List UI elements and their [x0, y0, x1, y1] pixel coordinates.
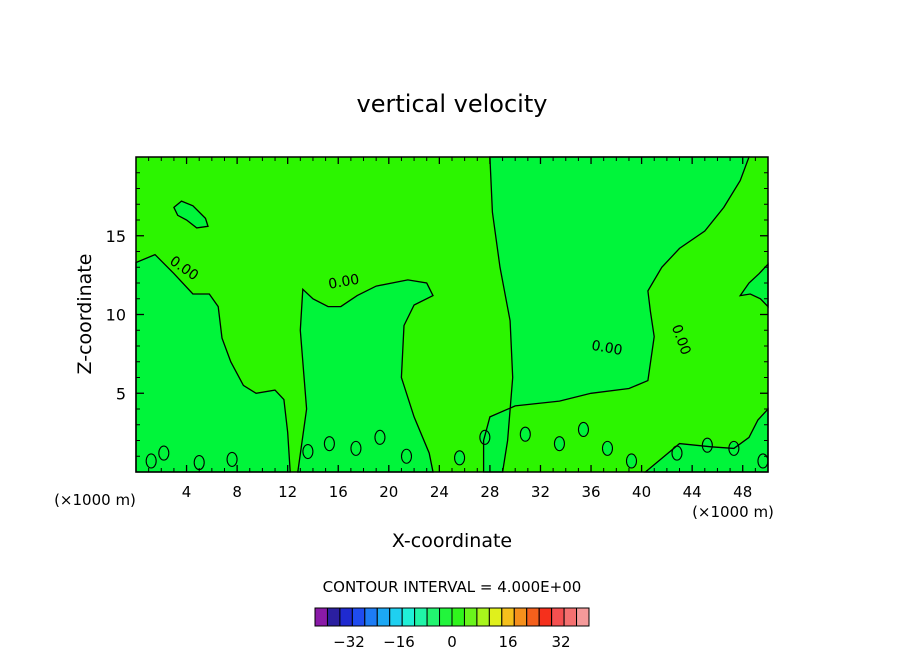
colorbar-swatch — [538, 607, 553, 627]
x-tick-label: 12 — [278, 483, 297, 501]
colorbar-tick-label: 32 — [551, 633, 570, 651]
chart-title: vertical velocity — [357, 90, 548, 118]
surface-cell — [519, 426, 531, 442]
colorbar-swatch — [451, 607, 465, 627]
colorbar-swatch — [426, 607, 441, 627]
negative-region — [297, 279, 433, 472]
y-tick-label: 15 — [106, 227, 126, 246]
x-unit-right: (×1000 m) — [692, 503, 774, 521]
zero-contour-lines — [135, 156, 769, 473]
colorbar-tick-label: −16 — [383, 633, 415, 651]
y-axis-ticks: 5 10 15 — [106, 172, 768, 457]
contour-label: 0.00 — [327, 272, 360, 293]
surface-cell — [145, 453, 157, 469]
surface-cell — [350, 440, 362, 456]
surface-cell — [553, 436, 565, 452]
surface-cell — [625, 453, 638, 469]
colorbar-swatch — [551, 607, 565, 627]
colorbar-swatch — [376, 607, 391, 627]
colorbar-swatch — [563, 607, 578, 627]
colorbar-swatch — [351, 607, 366, 627]
surface-cell — [400, 448, 413, 464]
colorbar-swatch — [488, 607, 503, 627]
x-unit-left: (×1000 m) — [54, 491, 136, 509]
negative-region — [136, 254, 291, 472]
negative-region — [173, 201, 208, 228]
y-tick-label: 10 — [106, 306, 126, 325]
contour-fill-layer — [136, 157, 769, 472]
y-axis-label: Z-coordinate — [74, 254, 96, 375]
x-tick-label: 20 — [379, 483, 398, 501]
colorbar-swatch — [401, 607, 416, 627]
surface-cell — [374, 429, 386, 445]
surface-cell — [158, 445, 170, 461]
colorbar-tick-labels: −32 −16 0 16 32 — [333, 633, 570, 651]
x-axis-ticks: 4 8 12 16 20 24 28 32 36 40 44 48 — [148, 157, 756, 501]
colorbar-swatch — [414, 607, 428, 627]
colorbar-swatch — [339, 607, 353, 627]
x-tick-label: 16 — [329, 483, 348, 501]
colorbar-swatch — [476, 607, 490, 627]
colorbar — [314, 607, 590, 627]
negative-region — [740, 264, 768, 307]
colorbar-swatch — [463, 607, 478, 627]
x-tick-label: 8 — [232, 483, 242, 501]
surface-cell — [701, 437, 713, 453]
x-tick-label: 28 — [480, 483, 499, 501]
x-tick-label: 24 — [430, 483, 449, 501]
zero-contour — [738, 262, 769, 309]
surface-cell — [323, 436, 335, 452]
y-tick-label: 5 — [116, 384, 126, 403]
surface-cell — [193, 454, 205, 471]
surface-cell — [454, 450, 466, 466]
contour-label: 0.00 — [590, 338, 623, 359]
surface-cell — [577, 421, 590, 438]
x-tick-label: 40 — [632, 483, 651, 501]
x-tick-label: 36 — [581, 483, 600, 501]
colorbar-swatch — [314, 607, 328, 627]
zero-contour — [482, 156, 750, 473]
zero-contour — [173, 200, 209, 229]
x-tick-label: 44 — [683, 483, 702, 501]
colorbar-swatch — [576, 607, 590, 627]
x-tick-label: 4 — [182, 483, 192, 501]
x-tick-label: 32 — [531, 483, 550, 501]
zero-contour — [297, 279, 434, 473]
x-tick-label: 48 — [733, 483, 752, 501]
colorbar-tick-label: −32 — [333, 633, 365, 651]
surface-cell — [601, 440, 614, 456]
surface-cell — [302, 443, 314, 460]
colorbar-swatch — [526, 607, 540, 627]
colorbar-swatch — [513, 607, 528, 627]
contour-interval-text: CONTOUR INTERVAL = 4.000E+00 — [323, 578, 582, 596]
negative-region — [483, 157, 749, 472]
colorbar-swatch — [501, 607, 515, 627]
colorbar-swatch — [389, 607, 403, 627]
colorbar-swatch — [364, 607, 378, 627]
colorbar-tick-label: 0 — [447, 633, 457, 651]
colorbar-tick-label: 16 — [498, 633, 517, 651]
surface-cell — [226, 451, 238, 467]
colorbar-swatch — [326, 607, 341, 627]
x-axis-label: X-coordinate — [392, 530, 512, 552]
zero-contour — [135, 253, 291, 473]
colorbar-swatch — [439, 607, 453, 627]
